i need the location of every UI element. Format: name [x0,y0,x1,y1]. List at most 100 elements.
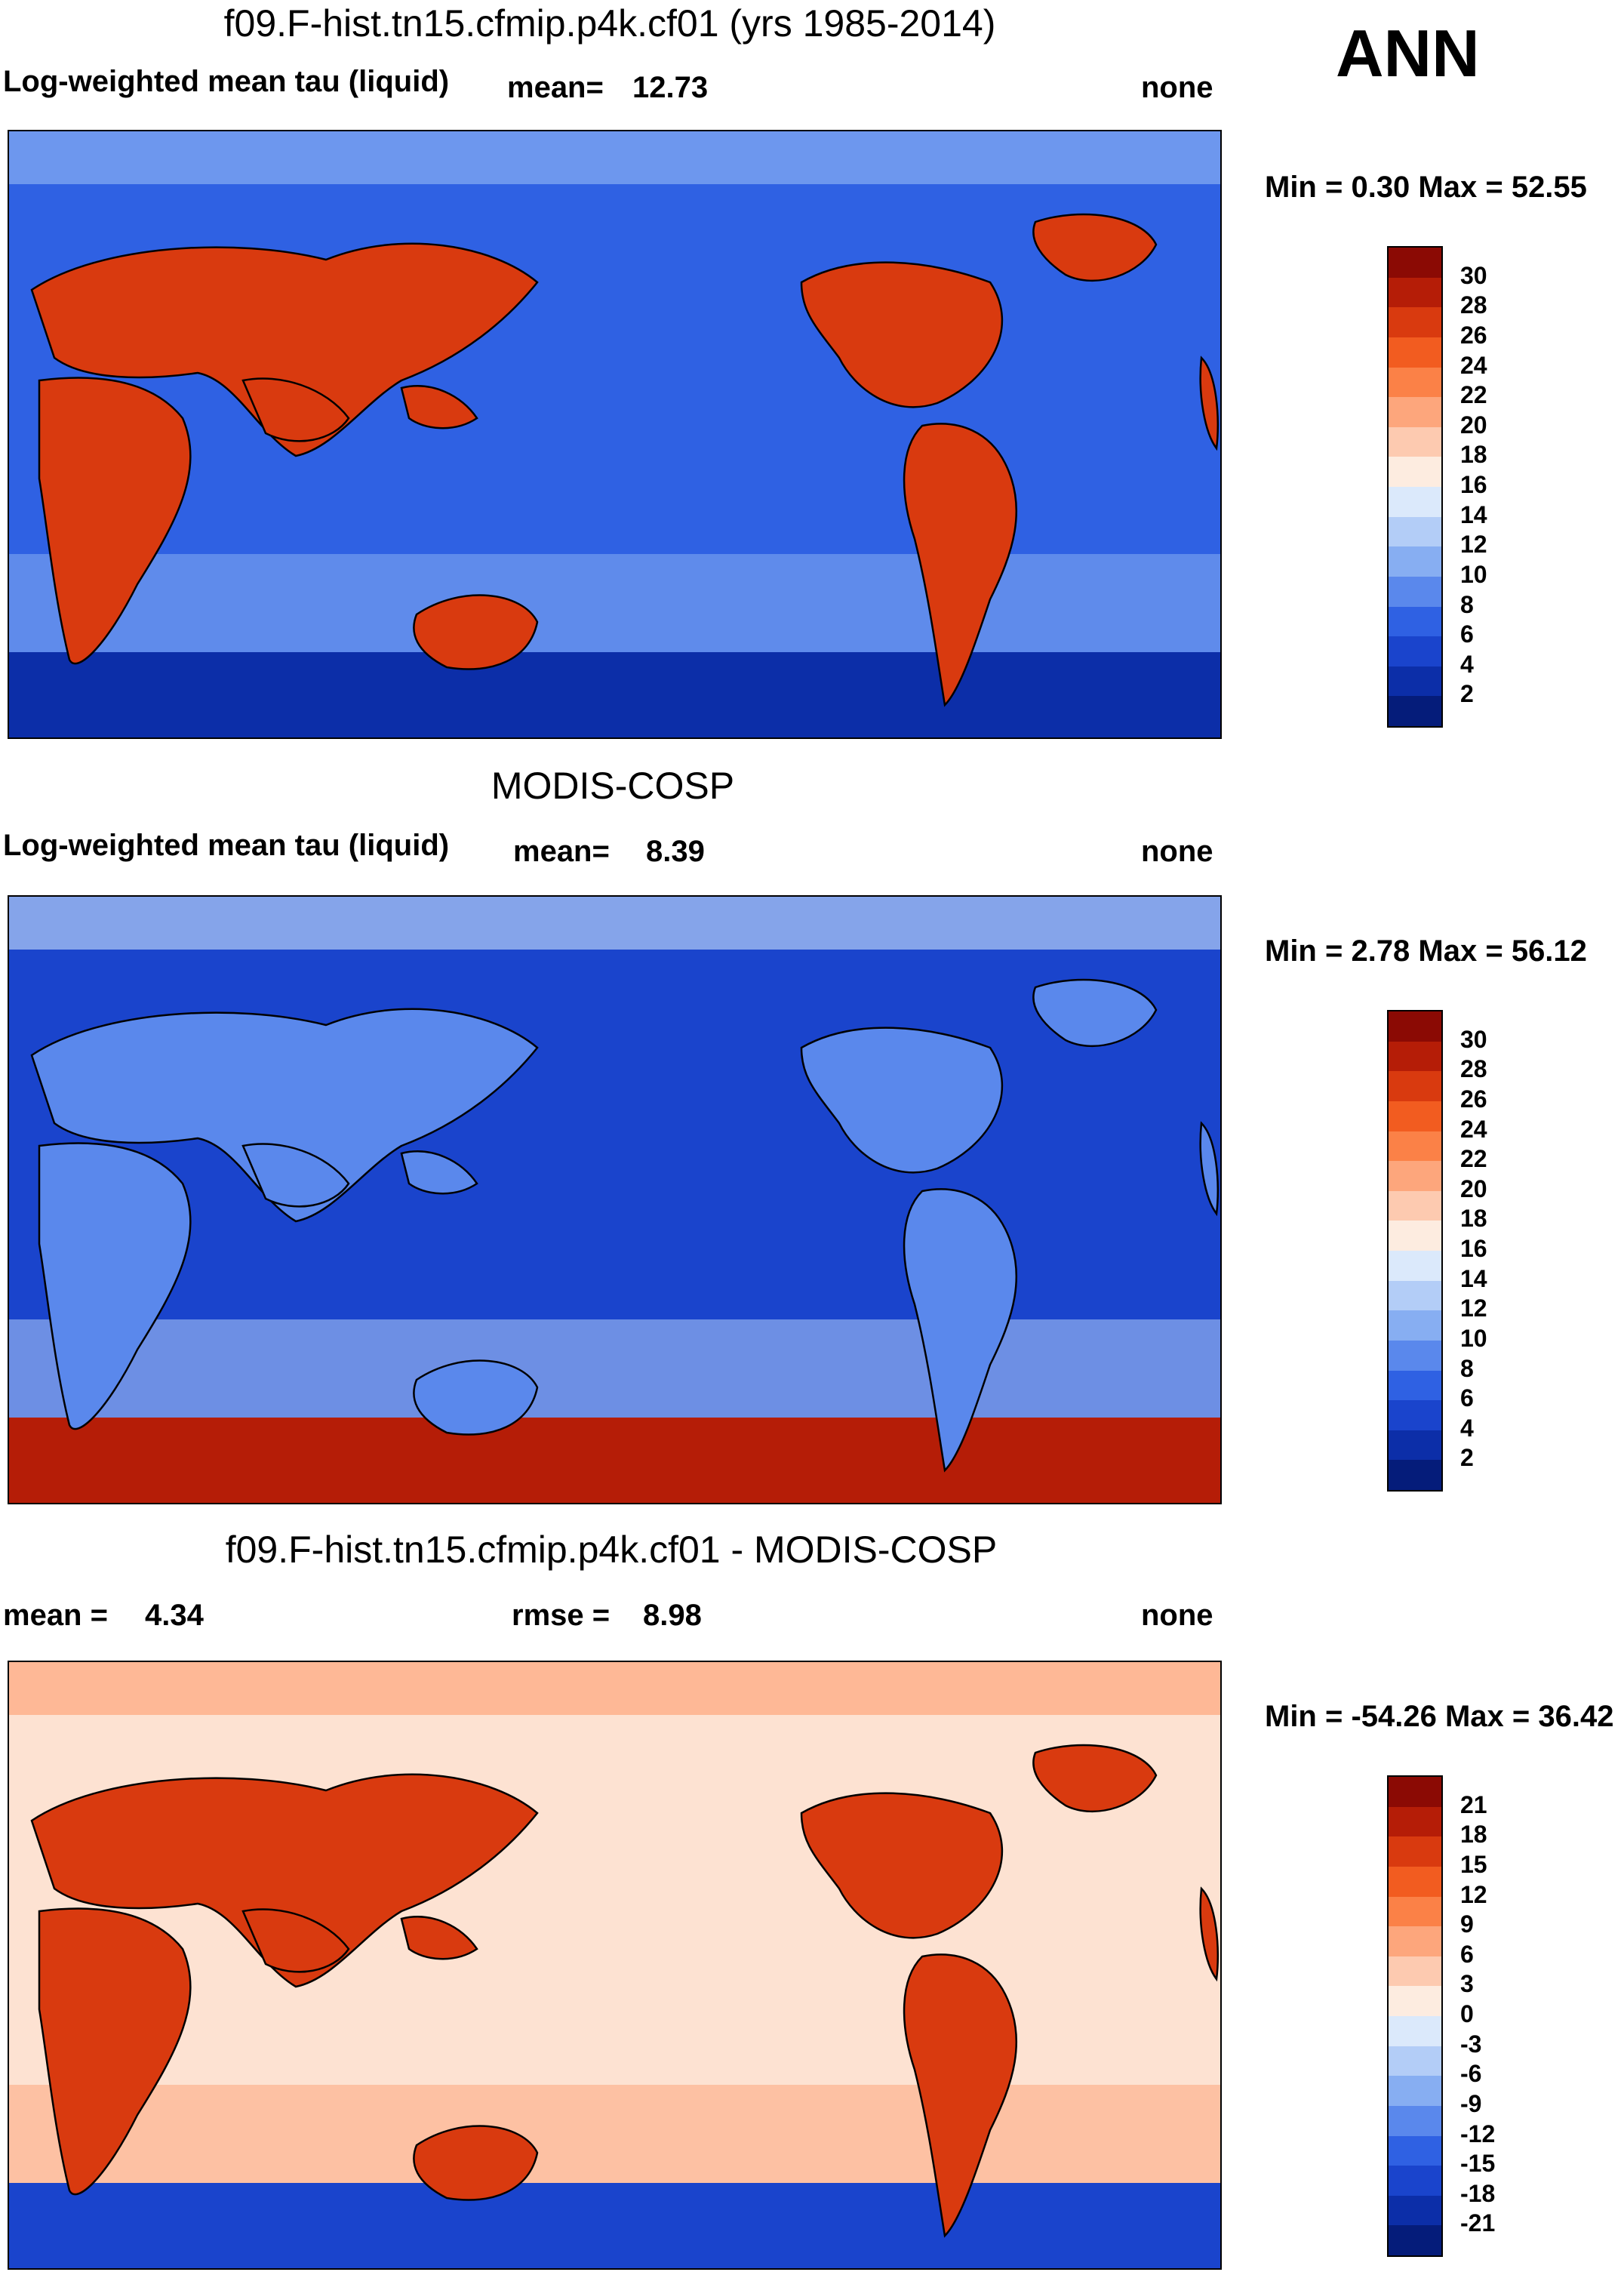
colorbar-tick-label: -15 [1460,2150,1496,2178]
colorbar-tick-label: -12 [1460,2120,1496,2147]
southern-ocean-band [9,554,1220,652]
colorbar [1387,1775,1443,2257]
continent-outline [400,385,478,429]
continent-outline [1199,1886,1220,1982]
continent-outline [400,1916,478,1960]
continent-outline [241,377,350,442]
mean-value: 4.34 [145,1599,204,1632]
colorbar-segment [1389,1926,1441,1956]
colorbar-tick-label: 20 [1460,411,1487,439]
southern-ocean-band [9,2085,1220,2183]
continent-outline [1032,213,1158,282]
colorbar-segment [1389,1777,1441,1807]
colorbar-tick-label: -18 [1460,2179,1496,2207]
mean-label: mean= [507,71,604,104]
minmax-label: Min = -54.26 Max = 36.42 [1265,1700,1614,1733]
mean-value: 12.73 [632,71,709,104]
variable-label: Log-weighted mean tau (liquid) [3,65,450,98]
colorbar-segment [1389,1101,1441,1131]
colorbar-segment [1389,1866,1441,1897]
colorbar-segment [1389,2195,1441,2226]
colorbar-segment [1389,1161,1441,1191]
units-label: none [1141,1599,1213,1632]
continent-outline [903,1953,1018,2238]
colorbar-tick-label: 8 [1460,590,1474,618]
colorbar-tick-label: 6 [1460,1940,1474,1968]
colorbar-tick-label: 24 [1460,351,1487,379]
colorbar-tick-label: -21 [1460,2209,1496,2237]
continent-outline [413,1359,539,1436]
colorbar-tick-label: 28 [1460,291,1487,319]
colorbar-segment [1389,2135,1441,2166]
colorbar-tick-label: -3 [1460,2030,1482,2058]
colorbar-segment [1389,1430,1441,1461]
colorbar-tick-label: 30 [1460,261,1487,289]
continent-outline [413,594,539,670]
antarctic-band [9,1418,1220,1503]
panel-title: f09.F-hist.tn15.cfmip.p4k.cf01 (yrs 1985… [223,2,996,45]
colorbar-segment [1389,277,1441,308]
continent-outline [400,1150,478,1195]
continent-outline [800,261,1004,408]
colorbar-segment [1389,1221,1441,1251]
units-label: none [1141,71,1213,104]
colorbar-tick-label: 0 [1460,2000,1474,2027]
colorbar-segment [1389,1190,1441,1221]
map-plot [8,895,1222,1504]
continent-outline [30,1773,539,1988]
colorbar-segment [1389,1071,1441,1101]
colorbar-tick-label: 22 [1460,381,1487,409]
colorbar-segment [1389,1340,1441,1371]
colorbar-segment [1389,1896,1441,1927]
continent-outline [1032,978,1158,1047]
continent-outline [413,2125,539,2201]
colorbar-tick-label: 24 [1460,1115,1487,1143]
colorbar-tick-label: 18 [1460,441,1487,469]
colorbar-tick-label: -6 [1460,2060,1482,2088]
colorbar-tick-label: 6 [1460,620,1474,648]
colorbar-segment [1389,2105,1441,2136]
colorbar-segment [1389,576,1441,607]
rmse-label: rmse = [512,1599,611,1632]
arctic-band [9,131,1220,184]
colorbar-tick-label: 8 [1460,1354,1474,1382]
colorbar-tick-label: 26 [1460,1085,1487,1113]
colorbar-segment [1389,2076,1441,2106]
colorbar-segment [1389,1251,1441,1281]
colorbar-segment [1389,367,1441,398]
continent-outline [1199,356,1220,451]
mean-label: mean = [3,1599,108,1632]
colorbar-segment [1389,2225,1441,2255]
colorbar-segment [1389,307,1441,337]
colorbar-tick-label: 2 [1460,1444,1474,1472]
colorbar [1387,1010,1443,1492]
colorbar-tick-label: 30 [1460,1025,1487,1053]
colorbar-tick-label: 28 [1460,1055,1487,1083]
continent-outline [800,1027,1004,1174]
colorbar-segment [1389,1041,1441,1072]
arctic-band [9,1662,1220,1715]
colorbar-tick-label: 9 [1460,1910,1474,1938]
colorbar-tick-label: 12 [1460,531,1487,559]
colorbar-tick-label: 4 [1460,650,1474,678]
colorbar-segment [1389,546,1441,577]
colorbar-segment [1389,1370,1441,1401]
continent-outline [241,1143,350,1208]
colorbar-segment [1389,2166,1441,2196]
colorbar-tick-label: 16 [1460,1235,1487,1262]
colorbar-tick-label: 20 [1460,1174,1487,1202]
colorbar-tick-label: 16 [1460,471,1487,498]
colorbar-tick-label: 3 [1460,1970,1474,1998]
colorbar-segment [1389,1460,1441,1490]
continent-outline [241,1908,350,1973]
map-plot [8,130,1222,739]
colorbar-segment [1389,516,1441,547]
colorbar-segment [1389,1986,1441,2016]
map-plot [8,1661,1222,2270]
minmax-label: Min = 2.78 Max = 56.12 [1265,934,1587,968]
continent-outline [38,377,192,665]
mean-label: mean= [513,835,610,868]
colorbar-tick-label: 6 [1460,1384,1474,1412]
continent-outline [30,1008,539,1223]
colorbar-segment [1389,1400,1441,1430]
